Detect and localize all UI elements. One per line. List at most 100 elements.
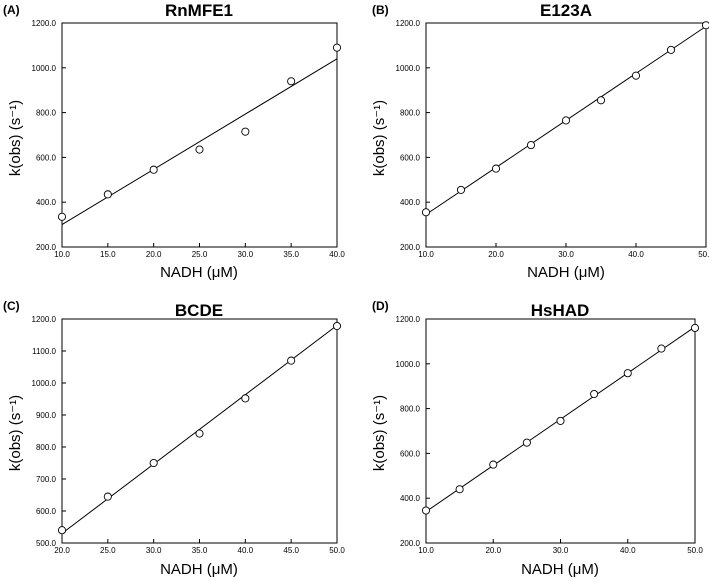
chart-title: RnMFE1 — [165, 1, 233, 20]
y-tick-label: 500.0 — [36, 539, 57, 548]
data-point — [421, 208, 431, 217]
x-tick-label: 15.0 — [100, 250, 116, 259]
chart-panel-3: (C) BCDE 20.0 25.0 30.0 35.0 40.0 45.0 50.0 500.0… — [3, 299, 345, 578]
y-tick-label: 1000.0 — [396, 360, 421, 369]
x-axis-label: NADH (μM) — [521, 561, 599, 578]
y-axis-label: k(obs) (s⁻¹) — [7, 100, 24, 176]
x-tick-label: 40.0 — [620, 546, 636, 555]
data-point — [287, 77, 296, 86]
panel-letter: (D) — [372, 299, 389, 313]
data-point — [287, 356, 296, 365]
x-tick-label: 20.0 — [54, 546, 70, 555]
data-point — [701, 21, 709, 30]
x-tick-label: 10.0 — [54, 250, 70, 259]
y-tick-label: 1200.0 — [396, 315, 421, 324]
x-tick-label: 25.0 — [192, 250, 208, 259]
data-point — [623, 369, 632, 378]
data-point — [195, 145, 204, 154]
y-tick-label: 400.0 — [36, 198, 57, 207]
data-point — [149, 458, 158, 468]
data-point — [149, 165, 158, 174]
x-tick-label: 40.0 — [329, 250, 345, 259]
y-tick-label: 600.0 — [400, 153, 421, 162]
x-tick-label: 40.0 — [628, 250, 644, 259]
chart-panel-4: (D) HsHAD 10.0 20.0 30.0 40.0 50.0 200.0 400.0 60… — [371, 299, 703, 578]
chart-panel-2: (B) E123A 10.0 20.0 30.0 40.0 50.0 200.0 400.0 60… — [371, 1, 709, 281]
data-point — [522, 438, 531, 447]
data-point — [666, 45, 676, 54]
x-axis-label: NADH (μM) — [160, 264, 238, 281]
y-axis-label: k(obs) (s⁻¹) — [371, 100, 388, 176]
x-tick-label: 10.0 — [418, 250, 434, 259]
x-tick-label: 50.0 — [698, 250, 709, 259]
y-tick-label: 200.0 — [36, 243, 57, 252]
data-point — [57, 212, 67, 221]
x-tick-label: 35.0 — [283, 250, 299, 259]
x-tick-label: 10.0 — [418, 546, 434, 555]
x-tick-label: 30.0 — [558, 250, 574, 259]
plot-frame — [425, 318, 696, 544]
x-tick-label: 45.0 — [283, 546, 299, 555]
x-tick-label: 35.0 — [192, 546, 208, 555]
data-point — [103, 190, 112, 199]
chart-title: BCDE — [175, 301, 223, 320]
data-point — [596, 96, 606, 105]
x-tick-label: 50.0 — [329, 546, 345, 555]
plot-frame — [61, 22, 338, 248]
y-tick-label: 1000.0 — [396, 64, 421, 73]
y-tick-label: 800.0 — [36, 109, 57, 118]
data-point — [526, 141, 536, 150]
data-point — [690, 323, 700, 333]
x-tick-label: 25.0 — [100, 546, 116, 555]
data-point — [421, 506, 431, 515]
data-point — [491, 164, 501, 173]
x-axis-label: NADH (μM) — [527, 264, 605, 281]
chart-title: E123A — [540, 1, 592, 20]
y-tick-label: 1000.0 — [32, 64, 57, 73]
fit-line — [61, 58, 338, 226]
y-tick-label: 1200.0 — [32, 19, 57, 28]
data-point — [631, 71, 641, 80]
data-point — [489, 460, 498, 469]
panel-letter: (B) — [372, 3, 389, 17]
y-tick-label: 600.0 — [36, 507, 57, 516]
x-tick-label: 30.0 — [553, 546, 569, 555]
x-tick-label: 50.0 — [687, 546, 703, 555]
y-tick-label: 800.0 — [36, 443, 57, 452]
y-tick-label: 200.0 — [400, 539, 421, 548]
x-tick-label: 30.0 — [238, 250, 254, 259]
x-tick-label: 20.0 — [485, 546, 501, 555]
data-point — [657, 344, 666, 353]
data-point — [556, 416, 565, 425]
data-point — [195, 429, 204, 438]
panel-letter: (A) — [3, 3, 20, 17]
y-tick-label: 1200.0 — [396, 19, 421, 28]
y-tick-label: 400.0 — [400, 198, 421, 207]
y-tick-label: 800.0 — [400, 405, 421, 414]
x-tick-label: 40.0 — [238, 546, 254, 555]
data-point — [455, 485, 464, 494]
y-tick-label: 1100.0 — [32, 347, 56, 356]
x-tick-label: 20.0 — [146, 250, 162, 259]
chart-title: HsHAD — [531, 301, 590, 320]
y-tick-label: 200.0 — [400, 243, 421, 252]
chart-panel-1: (A) RnMFE1 10.0 15.0 20.0 25.0 30.0 35.0 40.0 200… — [3, 1, 345, 281]
y-tick-label: 400.0 — [400, 494, 421, 503]
y-tick-label: 1200.0 — [32, 315, 57, 324]
data-point — [57, 526, 67, 535]
data-point — [103, 492, 112, 501]
y-axis-label: k(obs) (s⁻¹) — [371, 395, 388, 471]
panel-letter: (C) — [3, 299, 20, 313]
y-tick-label: 700.0 — [36, 475, 57, 484]
data-point — [241, 394, 250, 403]
x-axis-label: NADH (μM) — [160, 561, 238, 578]
data-point — [241, 127, 250, 136]
data-point — [332, 43, 342, 52]
data-point — [590, 389, 599, 399]
y-tick-label: 900.0 — [36, 411, 57, 420]
y-axis-label: k(obs) (s⁻¹) — [7, 395, 24, 471]
plot-frame — [425, 22, 707, 248]
data-point — [456, 185, 466, 194]
data-point — [561, 116, 571, 125]
